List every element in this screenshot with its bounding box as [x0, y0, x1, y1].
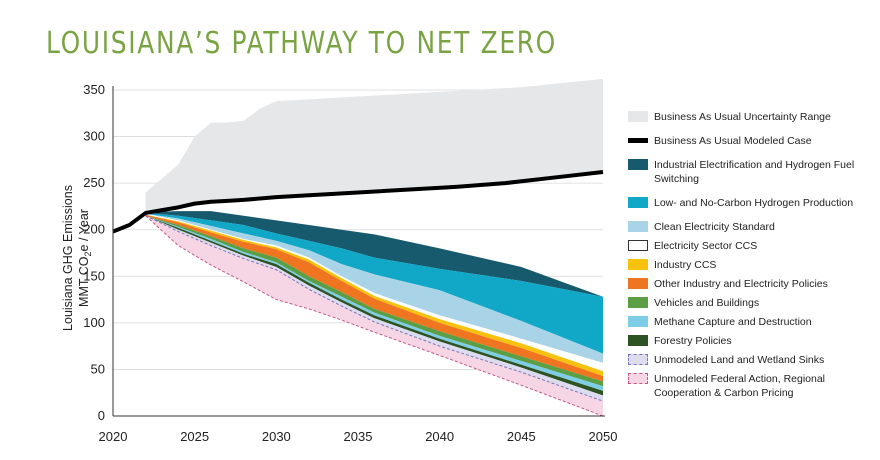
legend-label: Forestry Policies	[654, 335, 732, 347]
legend-swatch	[628, 278, 648, 289]
legend-swatch	[628, 240, 648, 251]
y-tick-label-200: 200	[83, 222, 105, 237]
y-tick-label-300: 300	[83, 129, 105, 144]
legend-label: Clean Electricity Standard	[654, 221, 775, 233]
legend-swatch	[628, 221, 648, 232]
legend-swatch	[628, 197, 648, 208]
area-series-2	[145, 212, 603, 354]
legend-item-9: Vehicles and Buildings	[628, 296, 878, 310]
legend-item-4: Low- and No-Carbon Hydrogen Production	[628, 196, 878, 210]
legend-label: Unmodeled Land and Wetland Sinks	[654, 354, 825, 366]
area-series-4	[145, 213, 603, 372]
legend-item-12: Unmodeled Land and Wetland Sinks	[628, 353, 878, 367]
x-tick-label-2035: 2035	[344, 429, 373, 444]
y-tick-label-250: 250	[83, 175, 105, 190]
legend-item-2: Business As Usual Modeled Case	[628, 134, 878, 148]
legend-swatch	[628, 138, 648, 143]
legend-label: Low- and No-Carbon Hydrogen Production	[654, 197, 854, 209]
legend-swatch	[628, 316, 648, 327]
area-series-5	[145, 214, 603, 376]
y-axis-label-group: Louisiana GHG Emissions MMT CO2e / Year	[61, 185, 93, 331]
legend-item-1: Business As Usual Uncertainty Range	[628, 110, 878, 124]
y-tick-label-150: 150	[83, 268, 105, 283]
y-tick-label-50: 50	[91, 361, 105, 376]
legend-swatch	[628, 335, 648, 346]
area-series-11	[145, 215, 603, 416]
y-tick-label-350: 350	[83, 82, 105, 97]
legend-swatch	[628, 159, 648, 170]
chart-title: LOUISIANA’S PATHWAY TO NET ZERO	[46, 26, 557, 61]
legend-swatch	[628, 111, 648, 122]
legend-label: Unmodeled Federal Action, Regional Coope…	[654, 373, 826, 399]
y-tick-labels: 0 50 100 150 200 250 300 350	[83, 82, 105, 423]
area-series-7	[145, 215, 603, 387]
legend-item-11: Forestry Policies	[628, 334, 878, 348]
legend-item-13: Unmodeled Federal Action, Regional Coope…	[628, 372, 878, 400]
legend-item-5: Clean Electricity Standard	[628, 220, 878, 234]
legend-item-6: Electricity Sector CCS	[628, 239, 878, 253]
legend-label: Vehicles and Buildings	[654, 297, 760, 309]
x-tick-labels: 2020 2025 2030 2035 2040 2045 2050	[99, 429, 618, 444]
legend-item-8: Other Industry and Electricity Policies	[628, 277, 878, 291]
legend-swatch	[628, 354, 648, 365]
area-series-3	[145, 213, 603, 363]
x-tick-label-2020: 2020	[99, 429, 128, 444]
x-tick-label-2025: 2025	[180, 429, 209, 444]
area-series-1	[145, 211, 603, 297]
y-axis-label-line1: Louisiana GHG Emissions	[61, 185, 75, 331]
federal-action-dash-line	[145, 215, 604, 417]
legend-swatch	[628, 297, 648, 308]
bau-modeled-line	[112, 169, 604, 234]
x-tick-label-2045: 2045	[507, 429, 536, 444]
x-tick-label-2050: 2050	[589, 429, 618, 444]
legend-swatch	[628, 259, 648, 270]
area-series-9	[145, 215, 603, 396]
dash-boundary-lines	[145, 215, 604, 417]
area-series-8	[145, 215, 603, 391]
legend: Business As Usual Uncertainty Range Busin…	[628, 110, 878, 405]
legend-label: Industrial Electrification and Hydrogen …	[654, 159, 855, 185]
x-tick-label-2030: 2030	[262, 429, 291, 444]
legend-label: Methane Capture and Destruction	[654, 316, 812, 328]
x-tick-label-2040: 2040	[425, 429, 454, 444]
legend-item-10: Methane Capture and Destruction	[628, 315, 878, 329]
y-tick-label-0: 0	[98, 408, 105, 423]
y-axis-label-line2: MMT CO2e / Year	[77, 209, 93, 307]
legend-item-7: Industry CCS	[628, 258, 878, 272]
legend-label: Business As Usual Uncertainty Range	[654, 111, 831, 123]
bau-uncertainty-area	[145, 78, 603, 213]
legend-item-3: Industrial Electrification and Hydrogen …	[628, 158, 878, 186]
legend-label: Industry CCS	[654, 259, 717, 271]
land-sinks-dash-line	[145, 215, 604, 402]
area-series-10	[145, 215, 603, 402]
bau-line-group	[112, 169, 604, 234]
y-tick-label-100: 100	[83, 315, 105, 330]
legend-label: Business As Usual Modeled Case	[654, 135, 812, 147]
legend-label: Electricity Sector CCS	[654, 240, 758, 252]
legend-label: Other Industry and Electricity Policies	[654, 278, 828, 290]
legend-swatch	[628, 373, 648, 384]
data-areas	[145, 78, 603, 416]
area-series-6	[145, 214, 603, 382]
axes	[112, 86, 605, 417]
